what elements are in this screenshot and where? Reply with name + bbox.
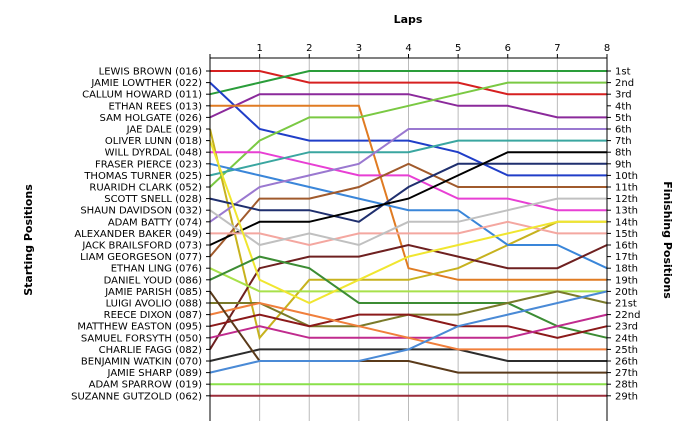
- series-line-5: [210, 104, 607, 281]
- finishing-position-label: 16th: [615, 241, 638, 252]
- finishing-position-label: 19th: [615, 275, 638, 286]
- finishing-position-label: 17th: [615, 252, 638, 263]
- starting-position-label: THOMAS TURNER (025): [83, 171, 202, 182]
- starting-position-label: FRASER PIERCE (023): [95, 159, 202, 170]
- starting-position-label: LIAM GEORGESON (077): [80, 252, 202, 263]
- starting-position-label: CALLUM HOWARD (011): [82, 90, 202, 101]
- series-lines: [209, 70, 608, 397]
- series-line-15: [210, 220, 607, 247]
- starting-position-label: RUARIDH CLARK (052): [89, 183, 202, 194]
- starting-position-label: CHARLIE FAGG (082): [99, 345, 202, 356]
- finishing-position-label: 7th: [615, 136, 632, 147]
- x-tick-label: 1: [256, 43, 262, 54]
- x-tick-label: 3: [356, 43, 362, 54]
- finishing-position-label: 6th: [615, 125, 632, 136]
- x-tick-labels: 1 2 3 4 5 6 7 8: [256, 43, 610, 54]
- starting-position-label: MATTHEW EASTON (095): [77, 322, 202, 333]
- finishing-position-label: 15th: [615, 229, 638, 240]
- x-axis-title: Laps: [394, 13, 423, 26]
- series-line-18: [209, 267, 607, 293]
- starting-position-label: JAMIE LOWTHER (022): [90, 78, 202, 89]
- series-line-4: [209, 93, 607, 119]
- series-line-17: [209, 243, 608, 350]
- finishing-position-label: 5th: [615, 113, 632, 124]
- series-line-19: [209, 140, 607, 305]
- starting-position-label: ETHAN REES (013): [109, 101, 203, 112]
- finishing-position-label: 11th: [615, 183, 638, 194]
- series-line-7: [209, 81, 607, 188]
- starting-position-labels: LEWIS BROWN (016)JAMIE LOWTHER (022)CALL…: [71, 67, 202, 403]
- starting-position-label: SAM HOLGATE (026): [100, 113, 203, 124]
- x-tick-label: 8: [604, 43, 610, 54]
- finishing-position-label: 21st: [615, 299, 637, 310]
- series-line-1: [210, 70, 607, 96]
- finishing-position-label: 18th: [615, 264, 638, 275]
- series-line-25: [209, 301, 607, 351]
- finishing-position-label: 24th: [615, 333, 638, 344]
- finishing-position-label: 4th: [615, 101, 632, 112]
- starting-position-label: JACK BRAILSFORD (073): [81, 241, 202, 252]
- starting-position-label: REECE DIXON (087): [104, 310, 202, 321]
- finishing-position-label: 13th: [615, 206, 638, 217]
- starting-position-label: JAMIE PARISH (085): [104, 287, 202, 298]
- series-line-9: [209, 139, 607, 177]
- finishing-position-label: 26th: [615, 357, 638, 368]
- x-tick-label: 4: [405, 43, 411, 54]
- starting-position-label: LUIGI AVOLIO (088): [106, 299, 203, 310]
- finishing-position-label: 1st: [615, 67, 631, 78]
- axes: [206, 54, 611, 421]
- x-tick-label: 5: [455, 43, 461, 54]
- left-axis-title: Starting Positions: [22, 184, 35, 296]
- finishing-position-label: 25th: [615, 345, 638, 356]
- finishing-position-label: 22nd: [615, 310, 640, 321]
- series-line-16: [209, 197, 607, 247]
- starting-position-label: WILL DYRDAL (048): [105, 148, 202, 159]
- starting-position-label: LEWIS BROWN (016): [99, 67, 202, 78]
- finishing-position-label: 23rd: [615, 322, 638, 333]
- starting-position-label: ETHAN LING (076): [111, 264, 202, 275]
- finishing-position-label: 28th: [615, 380, 638, 391]
- series-line-22: [209, 313, 608, 339]
- finishing-position-label: 10th: [615, 171, 638, 182]
- finishing-position-label: 2nd: [615, 78, 634, 89]
- finishing-position-label: 8th: [615, 148, 632, 159]
- x-tick-label: 7: [554, 43, 560, 54]
- x-tick-label: 2: [306, 43, 312, 54]
- starting-position-label: SAMUEL FORSYTH (050): [81, 333, 202, 344]
- finishing-position-label: 14th: [615, 217, 638, 228]
- starting-position-label: SUZANNE GUTZOLD (062): [71, 391, 202, 402]
- finishing-position-label: 12th: [615, 194, 638, 205]
- starting-position-label: BENJAMIN WATKIN (070): [81, 357, 202, 368]
- starting-position-label: SCOTT SNELL (028): [104, 194, 202, 205]
- series-line-11: [209, 128, 607, 223]
- series-line-10: [209, 162, 608, 270]
- starting-position-label: JAMIE SHARP (089): [107, 368, 203, 379]
- starting-position-label: ADAM SPARROW (019): [89, 380, 202, 391]
- finishing-position-label: 29th: [615, 391, 638, 402]
- series-line-20: [209, 255, 608, 339]
- finishing-position-labels: 1st2nd3rd4th5th6th7th8th9th10th11th12th1…: [615, 67, 640, 403]
- series-line-14: [209, 151, 607, 246]
- series-line-12: [209, 162, 607, 258]
- finishing-position-label: 27th: [615, 368, 638, 379]
- starting-position-label: JAE DALE (029): [126, 125, 203, 136]
- finishing-position-label: 9th: [615, 159, 632, 170]
- finishing-position-label: 3rd: [615, 90, 632, 101]
- starting-position-label: SHAUN DAVIDSON (032): [80, 206, 202, 217]
- starting-position-label: ALEXANDER BAKER (049): [74, 229, 202, 240]
- x-tick-label: 6: [505, 43, 511, 54]
- series-line-13: [209, 162, 607, 223]
- series-line-2: [209, 70, 607, 96]
- series-line-27: [209, 290, 608, 374]
- starting-position-label: DANIEL YOUD (086): [104, 275, 202, 286]
- finishing-position-label: 20th: [615, 287, 638, 298]
- starting-position-label: ADAM BATTY (074): [108, 217, 202, 228]
- right-axis-title: Finishing Positions: [661, 181, 674, 299]
- series-line-8: [210, 151, 607, 212]
- starting-position-label: OLIVER LUNN (018): [105, 136, 202, 147]
